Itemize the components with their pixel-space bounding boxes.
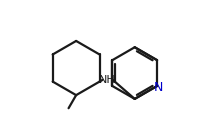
Text: N: N xyxy=(153,81,163,93)
Text: NH: NH xyxy=(99,75,116,85)
